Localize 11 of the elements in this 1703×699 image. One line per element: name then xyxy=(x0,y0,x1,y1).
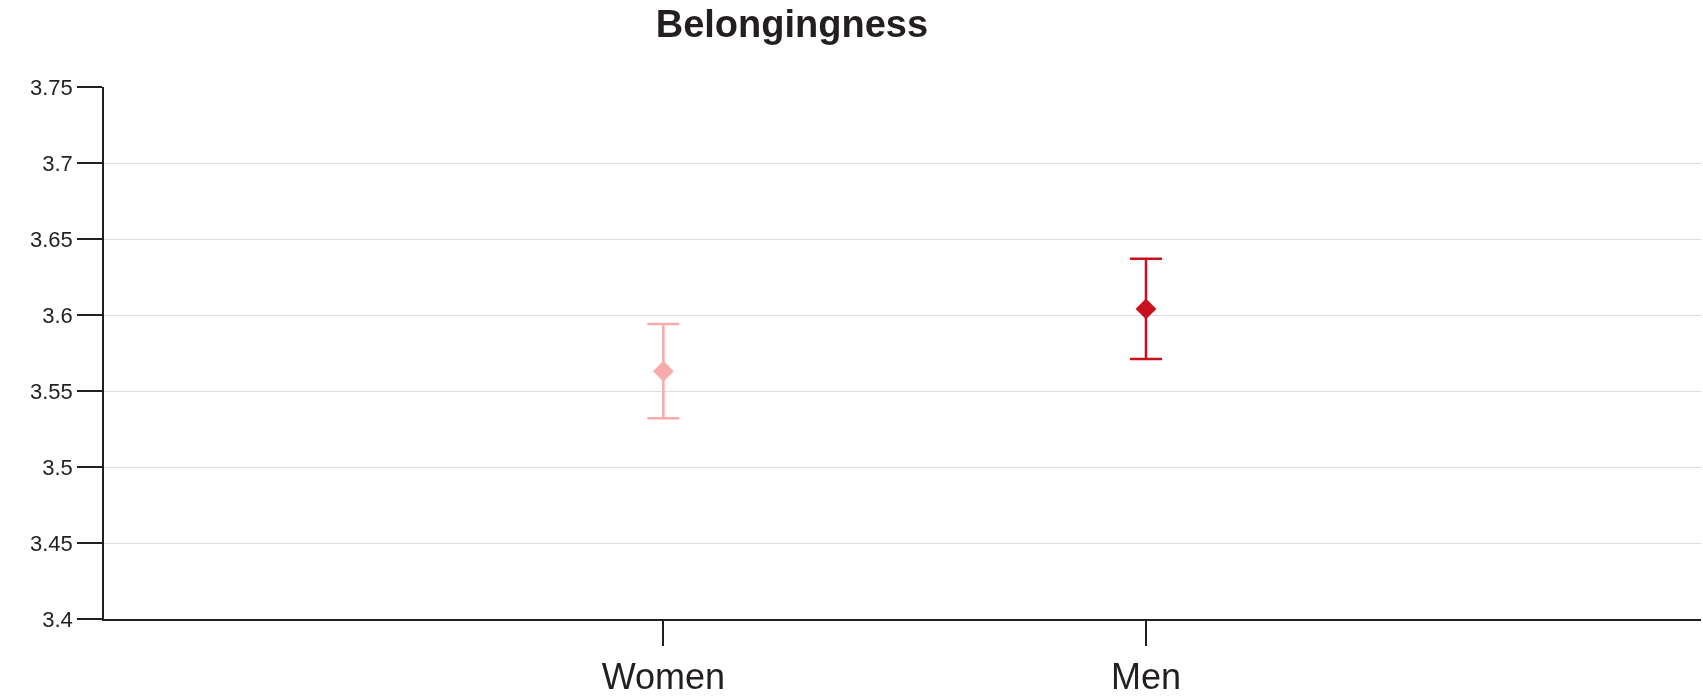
chart-title: Belongingness xyxy=(655,3,929,46)
y-tick-label: 3.5 xyxy=(42,454,73,480)
x-tick-label: Men xyxy=(1110,655,1181,697)
y-tick-label: 3.75 xyxy=(30,74,73,100)
y-tick-label: 3.45 xyxy=(30,530,73,556)
x-tick-label: Women xyxy=(601,655,726,697)
y-tick-label: 3.55 xyxy=(30,378,73,404)
y-tick-label: 3.7 xyxy=(42,150,73,176)
y-tick-label: 3.65 xyxy=(30,226,73,252)
y-tick-label: 3.6 xyxy=(42,302,73,328)
y-tick-label: 3.4 xyxy=(42,606,73,632)
